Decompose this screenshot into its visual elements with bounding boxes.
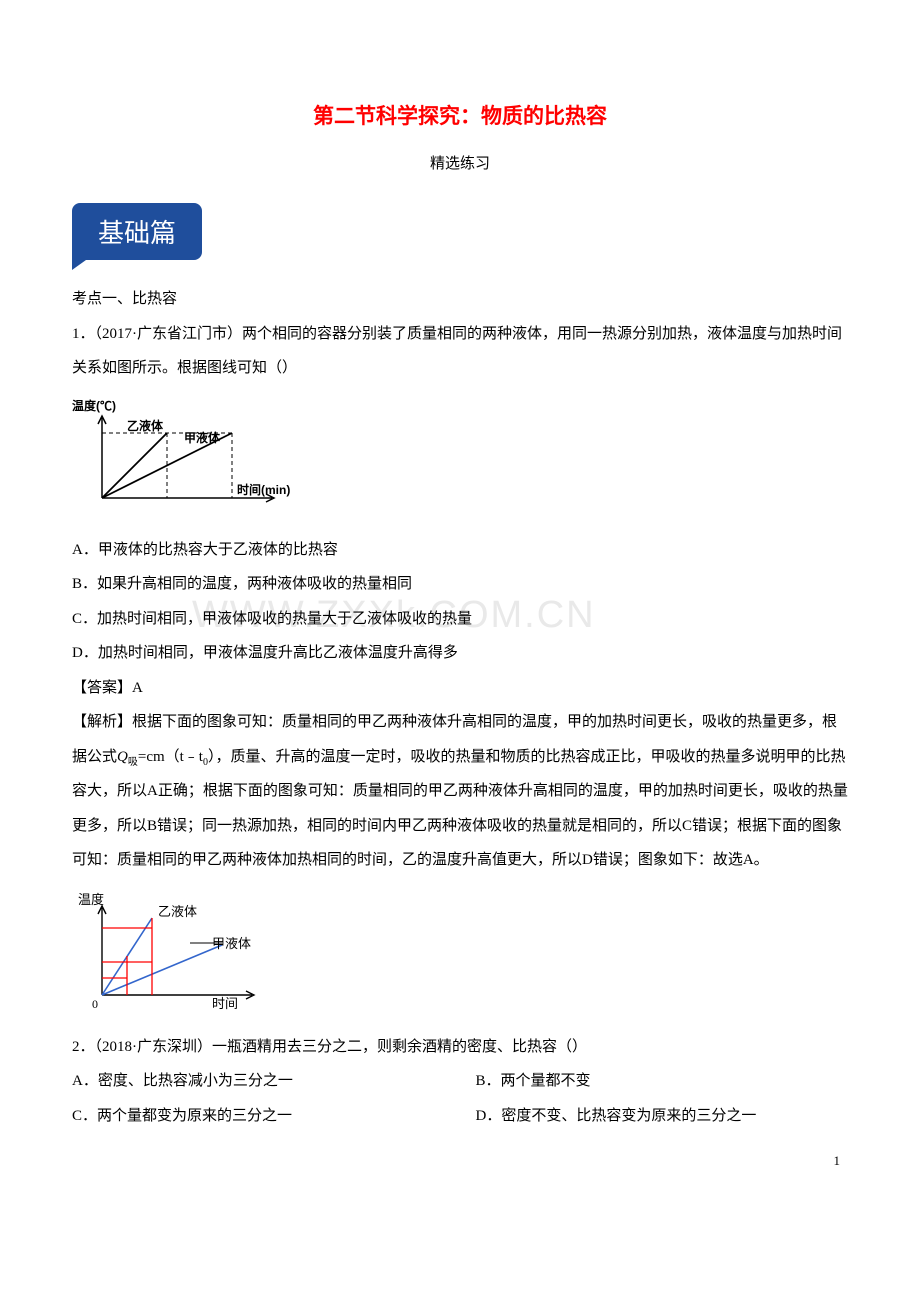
q1-analysis: 【解析】根据下面的图象可知：质量相同的甲乙两种液体升高相同的温度，甲的加热时间更… bbox=[72, 705, 848, 878]
q2-opt-a: A．密度、比热容减小为三分之一 bbox=[72, 1064, 476, 1099]
q1-figure: 温度(℃) 乙液体 甲液体 时间(min) bbox=[72, 398, 848, 523]
q1-answer: 【答案】A bbox=[72, 671, 848, 706]
q1-opt-a: A．甲液体的比热容大于乙液体的比热容 bbox=[72, 533, 848, 568]
page-subtitle: 精选练习 bbox=[72, 152, 848, 173]
q2-opt-d: D．密度不变、比热容变为原来的三分之一 bbox=[476, 1099, 757, 1134]
fig2-origin: 0 bbox=[92, 997, 98, 1011]
q2-opt-c: C．两个量都变为原来的三分之一 bbox=[72, 1099, 476, 1134]
formula-end: ），质量、升高的温度一定时，吸收的热量和物质的比热容成正比，甲吸收的热量多说明甲… bbox=[72, 749, 848, 869]
q2-stem: 2．（2018·广东深圳）一瓶酒精用去三分之二，则剩余酒精的密度、比热容（） bbox=[72, 1030, 848, 1065]
q1-opt-d: D．加热时间相同，甲液体温度升高比乙液体温度升高得多 bbox=[72, 636, 848, 671]
fig2-x-label: 时间 bbox=[212, 996, 238, 1011]
fig1-series-yi: 乙液体 bbox=[127, 418, 164, 433]
fig2-y-label: 温度 bbox=[78, 892, 104, 907]
formula-Q: Q bbox=[117, 749, 128, 765]
q2-opt-b: B．两个量都不变 bbox=[476, 1064, 591, 1099]
formula-mid: =cm（t﹣t bbox=[138, 749, 203, 765]
q1-figure2: 温度 0 乙液体 甲液体 时间 bbox=[72, 890, 848, 1020]
page-number: 1 bbox=[72, 1153, 848, 1169]
fig2-series-yi: 乙液体 bbox=[158, 904, 197, 919]
fig1-series-jia: 甲液体 bbox=[184, 430, 221, 445]
fig1-y-label: 温度(℃) bbox=[72, 398, 116, 413]
kaodian-heading: 考点一、比热容 bbox=[72, 282, 848, 317]
q1-opt-c: C．加热时间相同，甲液体吸收的热量大于乙液体吸收的热量 bbox=[72, 602, 848, 637]
q1-opt-b: B．如果升高相同的温度，两种液体吸收的热量相同 bbox=[72, 567, 848, 602]
section-badge: 基础篇 bbox=[72, 203, 202, 260]
fig1-x-label: 时间(min) bbox=[237, 482, 290, 497]
page-title: 第二节科学探究：物质的比热容 bbox=[72, 100, 848, 130]
formula-sub1: 吸 bbox=[128, 757, 138, 768]
q1-stem: 1．（2017·广东省江门市）两个相同的容器分别装了质量相同的两种液体，用同一热… bbox=[72, 317, 848, 386]
